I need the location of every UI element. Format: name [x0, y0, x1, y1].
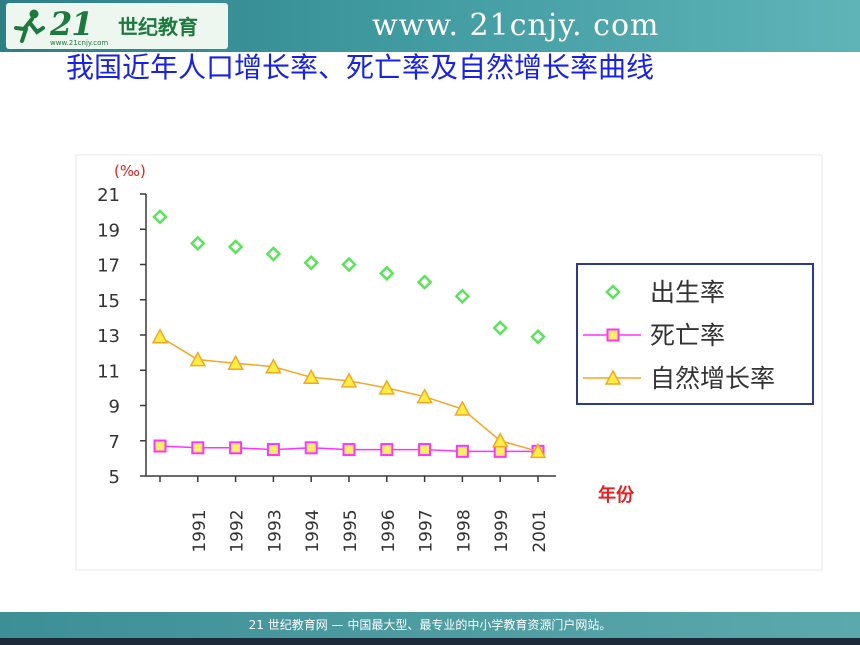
diamond-marker [227, 239, 244, 255]
diamond-marker [492, 320, 508, 336]
triangle-marker [454, 400, 471, 416]
diamond-marker [303, 254, 319, 271]
triangle-marker [378, 379, 396, 395]
footer-text: 21 世纪教育网 — 中国最大型、最专业的中小学教育资源门户网站。 [248, 618, 612, 632]
x-tick-label: 1992 [228, 509, 248, 552]
triangle-marker [151, 328, 169, 344]
diamond-marker [152, 209, 168, 225]
square-marker [455, 444, 469, 458]
diamond-marker [416, 274, 433, 290]
square-marker [229, 441, 243, 455]
footer-bar [0, 612, 860, 638]
x-tick-label: 1991 [190, 509, 210, 552]
triangle-marker [227, 354, 244, 370]
x-tick-label: 2001 [530, 509, 550, 552]
logo-text: 世纪教育 [118, 15, 198, 39]
bottom-strip [0, 638, 860, 645]
legend-label: 自然增长率 [650, 364, 775, 393]
triangle-marker [265, 358, 282, 374]
series-triangle [151, 328, 547, 459]
x-tick-label: 1994 [303, 509, 323, 552]
y-tick-label: 5 [109, 467, 120, 488]
x-tick-label: 1996 [379, 509, 399, 552]
series-marks [151, 209, 547, 459]
legend-label: 死亡率 [650, 321, 725, 350]
y-tick-label: 7 [109, 432, 120, 453]
square-marker [153, 439, 167, 453]
legend-label: 出生率 [650, 278, 725, 307]
triangle-marker [604, 369, 622, 385]
y-tick-label: 19 [97, 220, 120, 241]
y-tick-label: 9 [109, 397, 120, 418]
square-marker [606, 328, 620, 342]
y-tick-label: 13 [97, 326, 120, 347]
logo-subtext: www.21cnjy.com [50, 39, 109, 47]
square-marker [418, 443, 432, 457]
y-tick-label: 21 [97, 185, 120, 206]
logo-number: 21 [50, 5, 94, 43]
diamond-marker [530, 328, 546, 345]
y-tick-label: 15 [97, 291, 120, 312]
diamond-marker [265, 246, 282, 262]
site-logo[interactable]: 21 世纪教育 www.21cnjy.com [6, 3, 228, 49]
x-axis-title: 年份 [598, 484, 635, 506]
y-unit-label: (‰) [114, 162, 146, 180]
square-marker [380, 443, 394, 457]
y-tick-label: 11 [97, 361, 120, 382]
triangle-marker [189, 351, 207, 367]
x-tick-label: 1993 [265, 509, 285, 552]
runner-icon [14, 9, 45, 43]
triangle-marker [491, 432, 509, 448]
page-title: 我国近年人口增长率、死亡率及自然增长率曲线 [66, 51, 655, 84]
diamond-marker [190, 235, 206, 252]
site-url[interactable]: www. 21cnjy. com [372, 8, 660, 43]
triangle-marker [529, 442, 547, 459]
square-marker [266, 443, 280, 457]
x-tick-label: 1999 [492, 509, 512, 552]
diamond-marker [379, 265, 395, 282]
x-tick-label: 1995 [341, 509, 361, 552]
square-marker [304, 441, 318, 455]
triangle-marker [302, 368, 320, 385]
x-tick-label: 1998 [454, 509, 474, 552]
triangle-marker [416, 388, 433, 404]
square-marker [342, 443, 356, 457]
y-tick-label: 17 [97, 256, 120, 277]
axis-ticks: 21 19 17 15 13 11 9 7 5 1991 1992 1993 1994 1995 1996 1… [97, 185, 550, 553]
series-diamond [152, 209, 546, 345]
square-marker [191, 441, 205, 455]
diamond-marker [341, 256, 357, 273]
triangle-marker [340, 372, 358, 388]
diamond-marker [605, 284, 621, 300]
diamond-marker [454, 288, 471, 304]
x-tick-label: 1997 [417, 509, 437, 552]
